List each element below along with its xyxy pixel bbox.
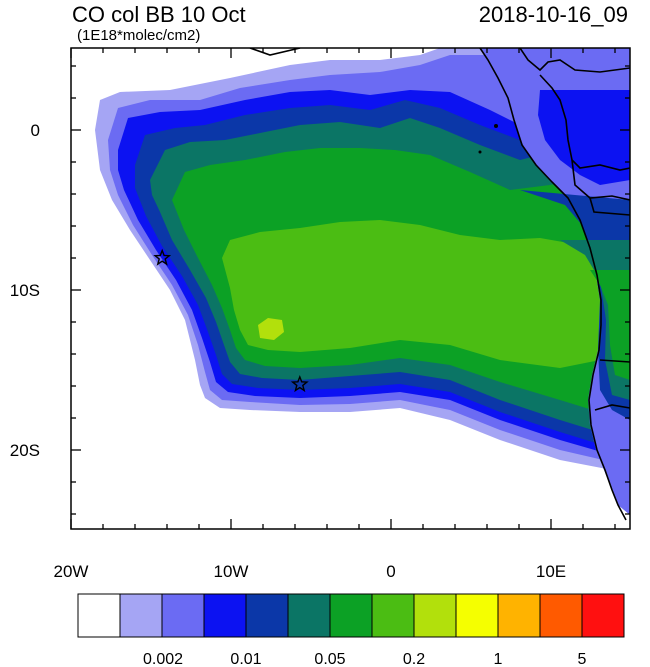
colorbar-label: 5	[578, 651, 587, 667]
colorbar-swatch	[581, 593, 625, 638]
y-axis: 0 10S 20S	[10, 65, 630, 515]
colorbar-swatch	[497, 593, 541, 638]
colorbar-label: 1	[494, 651, 503, 667]
map-timestamp: 2018-10-16_09	[478, 2, 628, 27]
colorbar-label: 0.01	[230, 651, 261, 667]
x-tick-label: 20W	[54, 562, 89, 581]
x-tick-label: 10W	[214, 562, 249, 581]
star-marker-west	[153, 248, 172, 266]
colorbar-swatch	[413, 593, 457, 638]
island-dot	[494, 124, 498, 128]
coastline	[249, 48, 630, 521]
colorbar-swatch	[245, 593, 289, 638]
colorbar-label: 0.05	[314, 651, 345, 667]
x-tick-label: 10E	[536, 562, 566, 581]
x-axis: 20W 10W 0 10E	[54, 48, 616, 581]
colorbar-swatch	[329, 593, 373, 638]
land-interior	[538, 90, 630, 185]
island-dot-2	[478, 150, 482, 154]
x-tick-label: 0	[386, 562, 395, 581]
colorbar	[77, 593, 625, 638]
land-interior-4	[590, 270, 630, 380]
map-title: CO col BB 10 Oct	[72, 2, 246, 27]
colorbar-swatch	[77, 593, 121, 638]
y-tick-label: 20S	[10, 441, 40, 460]
y-tick-label: 10S	[10, 281, 40, 300]
colorbar-label: 0.002	[143, 651, 183, 667]
star-marker-south	[290, 374, 309, 393]
colorbar-swatch	[371, 593, 415, 638]
band-1	[222, 220, 600, 368]
map-units-subtitle: (1E18*molec/cm2)	[77, 27, 201, 44]
colorbar-label: 0.2	[403, 651, 425, 667]
colorbar-swatch	[455, 593, 499, 638]
colorbar-swatch	[203, 593, 247, 638]
concentration-field	[71, 48, 630, 529]
colorbar-swatch	[287, 593, 331, 638]
colorbar-labels: 0.002 0.01 0.05 0.2 1 5	[143, 651, 587, 667]
colorbar-swatch	[119, 593, 163, 638]
plot-frame	[70, 47, 631, 530]
colorbar-swatch	[539, 593, 583, 638]
band-peak	[258, 318, 284, 340]
y-tick-label: 0	[31, 121, 40, 140]
markers-layer	[153, 248, 309, 393]
colorbar-swatch	[161, 593, 205, 638]
